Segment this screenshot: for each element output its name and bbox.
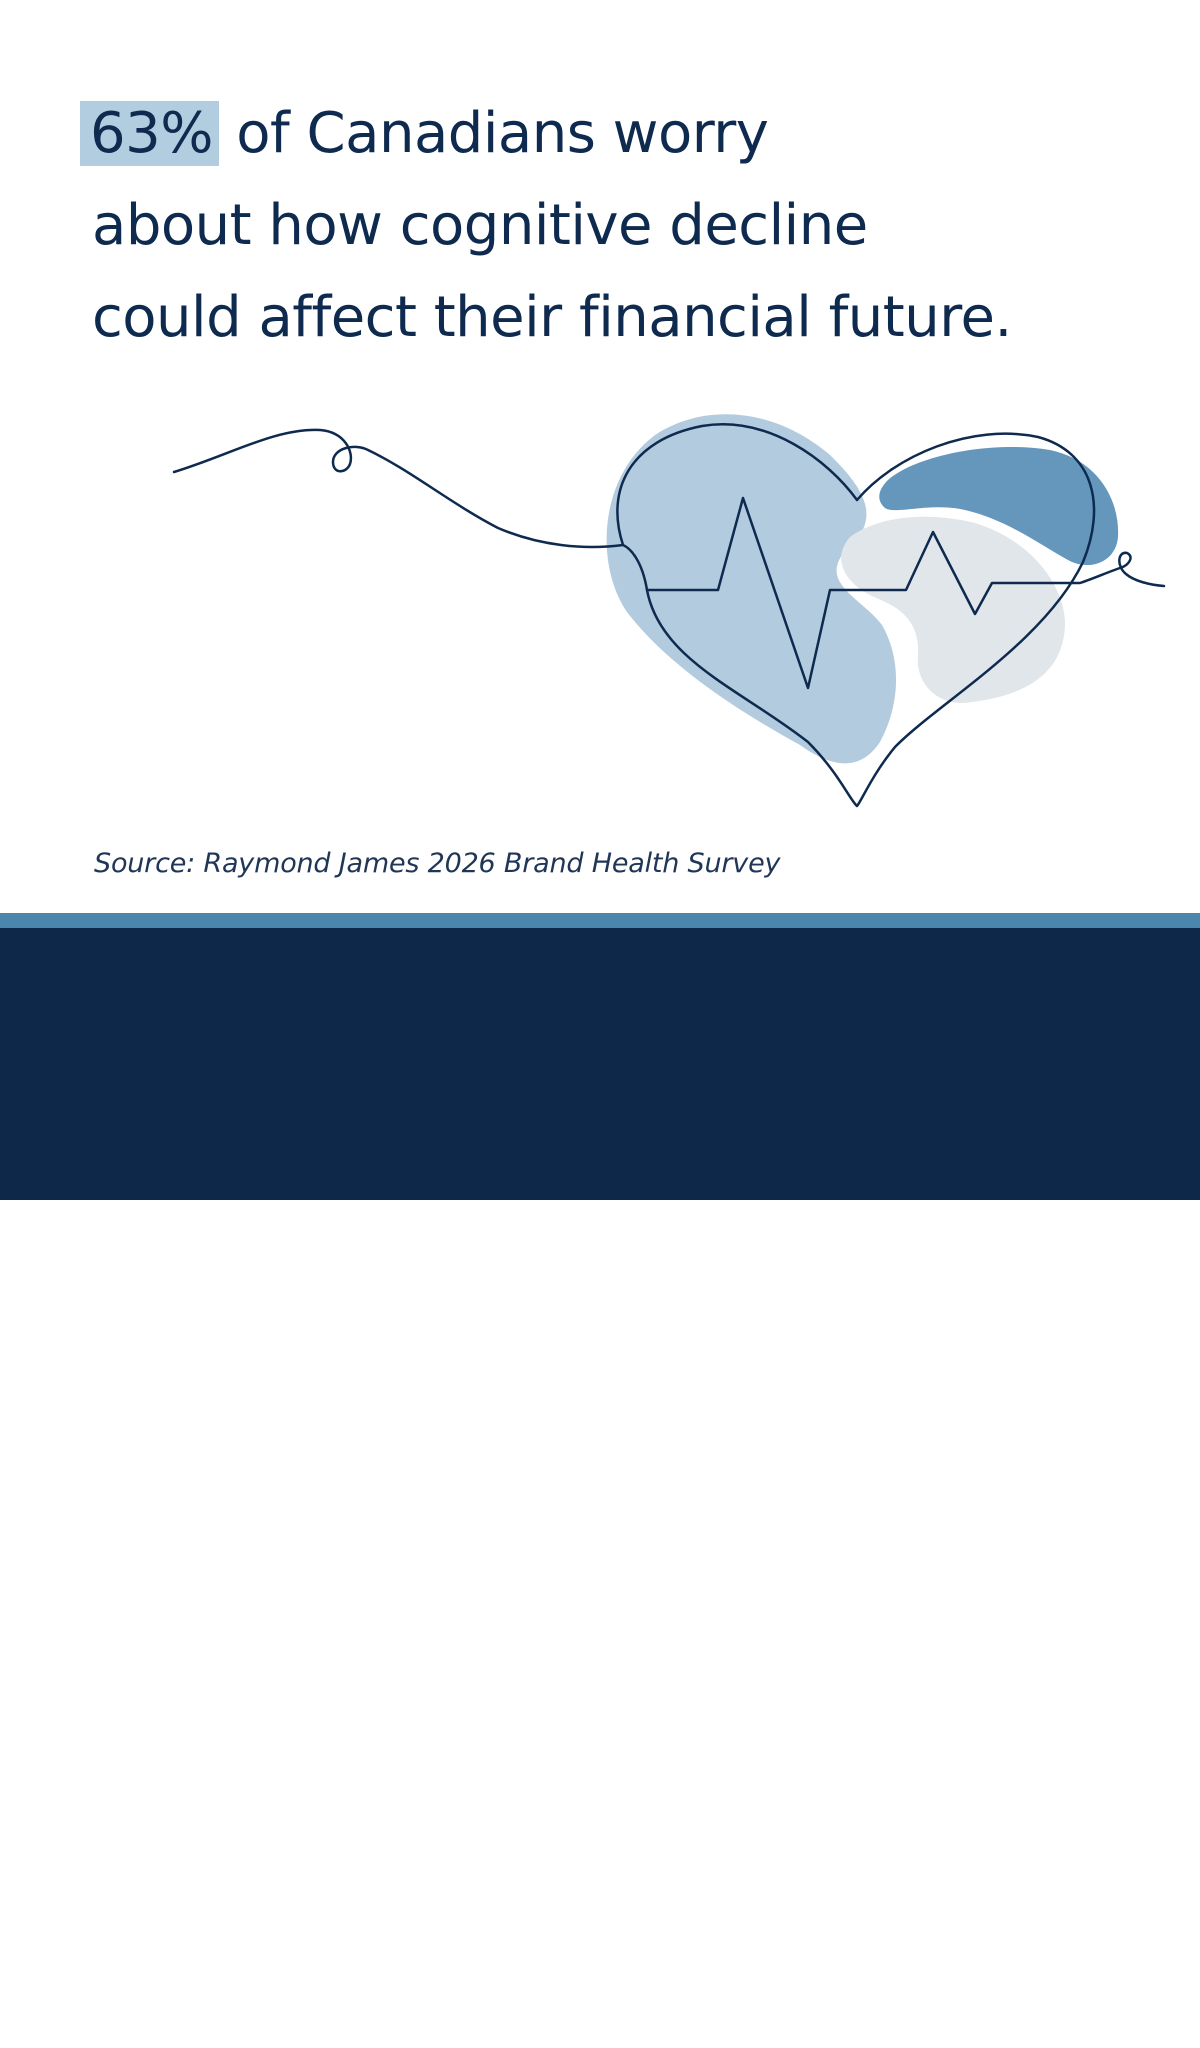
headline-line-1-text: of Canadians worry xyxy=(218,101,769,166)
baycrest-title: Baycrest xyxy=(727,1933,922,1986)
source-citation: Source: Raymond James 2026 Brand Health … xyxy=(94,848,781,879)
baycrest-subtitle: Foundation xyxy=(730,1998,881,2031)
heart-grey-blob xyxy=(841,516,1066,703)
headline-line-2: about how cognitive decline xyxy=(92,193,868,258)
logo-divider xyxy=(662,1922,664,2048)
accent-bar xyxy=(0,913,1200,928)
heartbeat-line xyxy=(645,496,1166,690)
footer: RAYMOND JAMES ® Baycrest Foundation xyxy=(0,928,1200,2048)
stat-highlight: 63% xyxy=(80,101,219,166)
heart-dark-blob xyxy=(879,446,1119,566)
wave-line xyxy=(172,428,625,549)
headline-line-1: 63% of Canadians worry xyxy=(80,88,1152,180)
headline: 63% of Canadians worry about how cogniti… xyxy=(80,88,1152,364)
raymond-james-wordmark: RAYMOND JAMES xyxy=(80,1963,509,2018)
registered-mark: ® xyxy=(510,1964,525,1984)
raymond-james-logo: RAYMOND JAMES ® xyxy=(80,1962,524,2019)
heart-light-blob xyxy=(606,414,897,764)
headline-line-3: could affect their financial future. xyxy=(92,285,1012,350)
heart-heartbeat-illustration xyxy=(172,414,1166,808)
